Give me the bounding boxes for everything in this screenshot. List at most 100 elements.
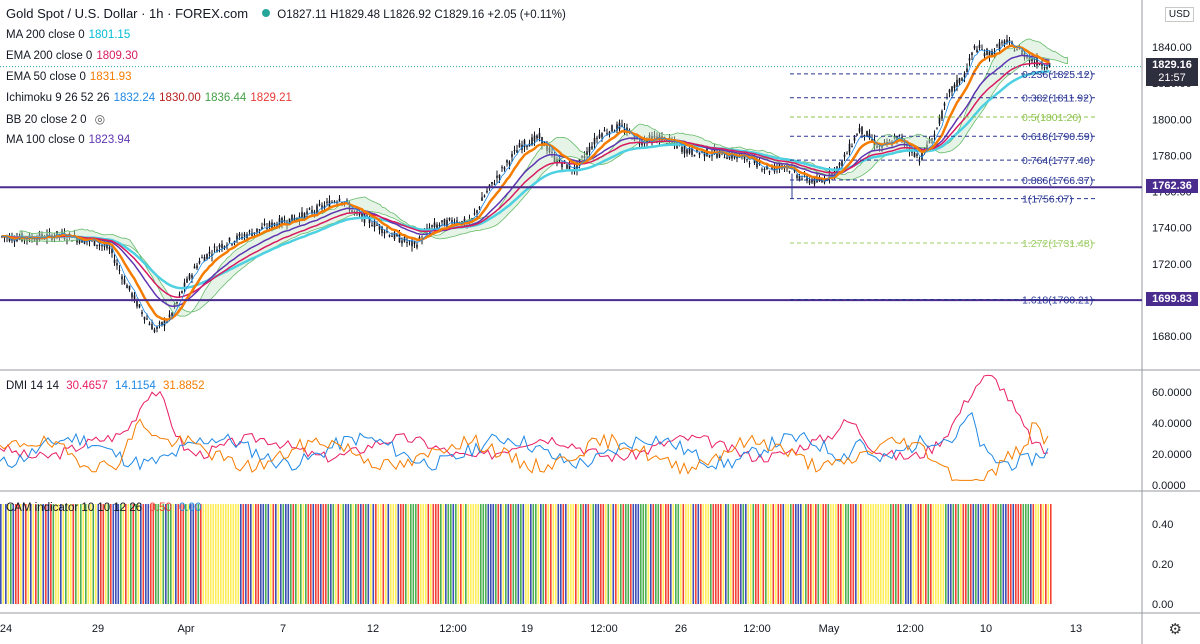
cam-bar <box>287 504 290 604</box>
candle-body <box>966 68 968 73</box>
indicator-legend-4[interactable]: BB 20 close 2 0 ◎ <box>6 112 105 127</box>
time-axis-tick: May <box>819 623 840 635</box>
candle-body <box>681 146 683 152</box>
indicator-label: MA 200 close 0 <box>6 29 85 41</box>
cam-bar <box>895 504 897 604</box>
cam-bar <box>702 504 705 604</box>
cam-bar <box>665 504 667 604</box>
cam-bar <box>782 504 785 604</box>
candle-body <box>146 318 148 320</box>
candle-body <box>1013 50 1016 52</box>
candle-body <box>238 233 241 236</box>
cam-bar <box>97 504 100 604</box>
cam-bar <box>105 504 107 604</box>
cam-legend[interactable]: CAM indicator 10 10 12 26 0.50 0.00 <box>6 501 201 515</box>
cam-bar <box>707 504 710 604</box>
price-axis-tick: 1800.00 <box>1152 114 1192 126</box>
cam-bar <box>930 504 932 604</box>
candle-body <box>413 241 416 244</box>
cam-bar <box>530 504 532 604</box>
hidden-eye-icon[interactable]: ◎ <box>94 112 106 126</box>
cam-bar <box>787 504 790 604</box>
cam-bar <box>7 504 10 604</box>
cam-bar <box>485 504 487 604</box>
indicator-legend-3[interactable]: Ichimoku 9 26 52 26 1832.24 1830.00 1836.44… <box>6 91 292 105</box>
candle-body <box>141 311 143 315</box>
cam-bar <box>580 504 582 604</box>
cam-bar <box>502 504 505 604</box>
cam-bar <box>202 504 205 604</box>
indicator-legend-0[interactable]: MA 200 close 0 1801.15 <box>6 28 130 42</box>
candle-body <box>193 266 196 269</box>
cam-bar <box>112 504 115 604</box>
cam-bar <box>82 504 85 604</box>
indicator-value: 1801.15 <box>88 29 131 41</box>
candle-body <box>368 218 371 224</box>
cam-bar <box>352 504 355 604</box>
cam-bar <box>77 504 80 604</box>
cam-bar <box>107 504 110 604</box>
cam-bar <box>465 504 467 604</box>
cam-bar <box>292 504 295 604</box>
dmi-plus-value: 14.1154 <box>115 380 156 392</box>
settings-gear-icon[interactable]: ⚙ <box>1168 621 1182 638</box>
cam-bar <box>225 504 227 604</box>
candle-body <box>1038 64 1041 66</box>
candle-body <box>358 213 361 215</box>
cam-bar <box>60 504 62 604</box>
candle-body <box>221 243 223 249</box>
cam-bar <box>925 504 927 604</box>
cam-bar <box>562 504 565 604</box>
cam-bar <box>230 504 232 604</box>
candle-body <box>583 155 586 159</box>
cam-bar <box>122 504 125 604</box>
indicator-legend-1[interactable]: EMA 200 close 0 1809.30 <box>6 49 138 63</box>
fib-level-label: 0.886(1766.37) <box>1022 175 1093 187</box>
indicator-legend-2[interactable]: EMA 50 close 0 1831.93 <box>6 70 131 84</box>
cam-bar <box>357 504 360 604</box>
candle-body <box>948 89 951 93</box>
candle-body <box>168 314 171 318</box>
candle-body <box>943 103 946 106</box>
indicator-label: EMA 50 close 0 <box>6 71 86 83</box>
cam-bar <box>370 504 372 604</box>
horizontal-line-lower-label[interactable]: 1699.83 <box>1146 292 1198 306</box>
candle-body <box>353 211 356 213</box>
cam-bar <box>800 504 802 604</box>
currency-badge[interactable]: USD <box>1164 7 1194 22</box>
indicator-value: 1809.30 <box>96 50 138 62</box>
candle-body <box>211 254 213 256</box>
cam-bar <box>717 504 720 604</box>
cam-bar <box>967 504 970 604</box>
candle-body <box>126 285 128 289</box>
horizontal-line-upper-label[interactable]: 1762.36 <box>1146 179 1198 193</box>
time-axis-tick: Apr <box>177 623 194 635</box>
cam-bar <box>857 504 860 604</box>
indicator-legend-5[interactable]: MA 100 close 0 1823.94 <box>6 133 130 147</box>
symbol-title[interactable]: Gold Spot / U.S. Dollar · 1h · FOREX.com <box>6 6 249 21</box>
cam-bar <box>570 504 572 604</box>
cam-bar <box>645 504 647 604</box>
cam-bar <box>775 504 777 604</box>
cam-bar <box>960 504 962 604</box>
candle-body <box>531 137 533 146</box>
cam-bar <box>862 504 865 604</box>
cam-bar <box>952 504 955 604</box>
candle-body <box>1008 40 1011 42</box>
cam-bar <box>740 504 742 604</box>
candle-body <box>418 236 421 240</box>
candle-body <box>338 198 341 201</box>
cam-bar <box>142 504 145 604</box>
candle-body <box>453 222 456 225</box>
cam-bar <box>272 504 275 604</box>
cam-bar <box>372 504 375 604</box>
cam-bar <box>1020 504 1022 604</box>
cam-bar <box>767 504 770 604</box>
cam-bar <box>200 504 202 604</box>
candle-body <box>976 49 978 52</box>
dmi-legend[interactable]: DMI 14 14 30.4657 14.1154 31.8852 <box>6 379 205 393</box>
candle-body <box>108 247 111 250</box>
cam-bar <box>50 504 52 604</box>
